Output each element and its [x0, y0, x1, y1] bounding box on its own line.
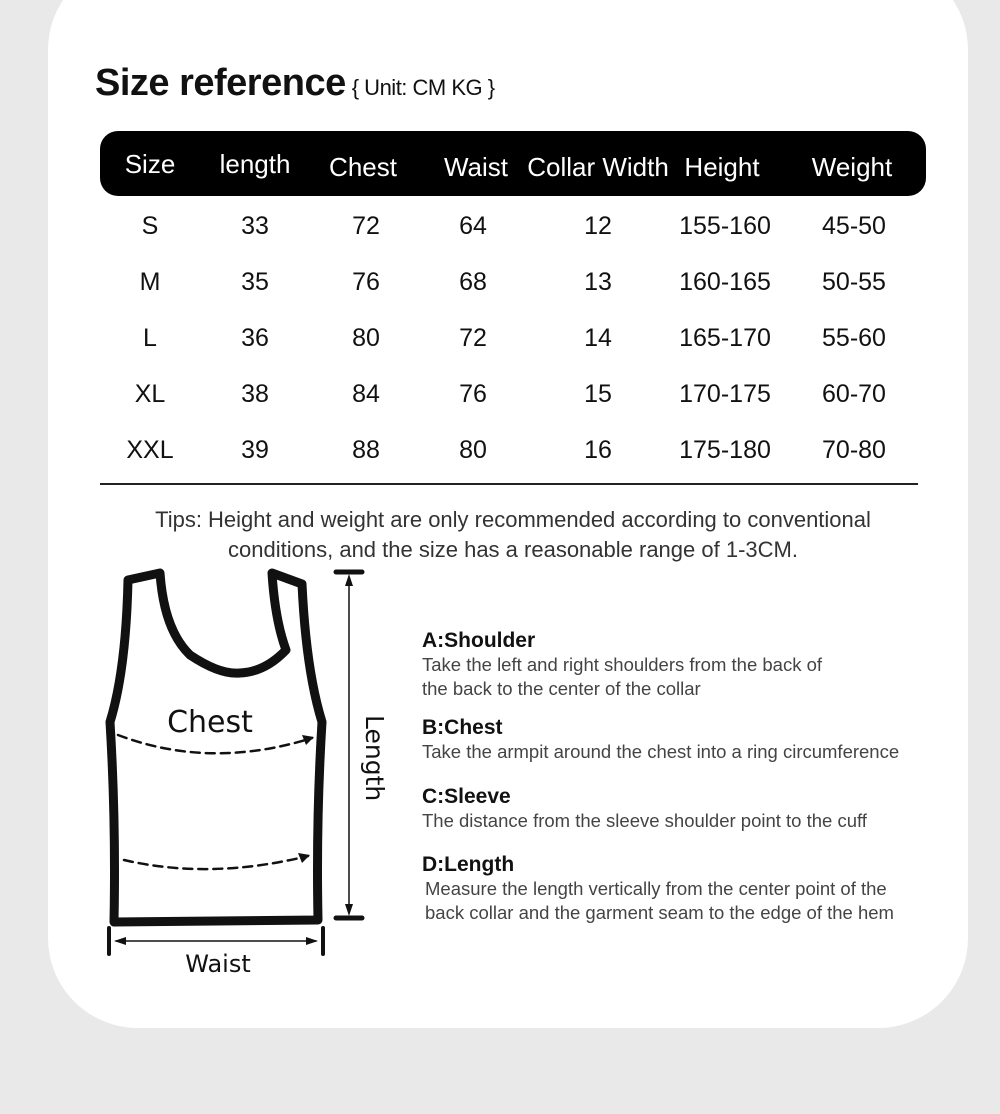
cell-weight: 50-55: [822, 268, 886, 296]
cell-length: 33: [241, 212, 269, 240]
measurement-text: The distance from the sleeve shoulder po…: [422, 810, 867, 831]
table-row: XXL 39 88 80 16 175-180 70-80: [0, 436, 1000, 476]
table-divider: [100, 483, 918, 485]
cell-size: XL: [134, 380, 166, 408]
page-title: Size reference{ Unit: CM KG }: [95, 62, 495, 105]
cell-waist: 68: [459, 268, 487, 296]
cell-chest: 72: [352, 212, 380, 240]
cell-size: L: [143, 324, 157, 352]
tank-top-outline: [105, 568, 327, 927]
cell-weight: 55-60: [822, 324, 886, 352]
header-length: length: [219, 149, 291, 179]
table-row: M 35 76 68 13 160-165 50-55: [0, 268, 1000, 308]
cell-height: 175-180: [679, 436, 771, 464]
measurement-shoulder: A:Shoulder Take the left and right shoul…: [422, 629, 822, 701]
header-waist: Waist: [443, 152, 509, 182]
cell-weight: 70-80: [822, 436, 886, 464]
measurement-heading: C:Sleeve: [422, 785, 511, 808]
cell-length: 39: [241, 436, 269, 464]
table-row: XL 38 84 76 15 170-175 60-70: [0, 380, 1000, 420]
measurement-length: D:Length Measure the length vertically f…: [422, 853, 894, 925]
cell-size: S: [141, 212, 159, 240]
cell-waist: 64: [459, 212, 487, 240]
chest-label: Chest: [167, 705, 253, 740]
tips-line: conditions, and the size has a reasonabl…: [228, 537, 798, 562]
measurement-heading: B:Chest: [422, 716, 503, 739]
cell-height: 170-175: [679, 380, 771, 408]
header-collar-width: Collar Width: [527, 152, 669, 182]
cell-length: 38: [241, 380, 269, 408]
cell-collar-width: 15: [584, 380, 612, 408]
header-chest: Chest: [329, 152, 397, 182]
cell-waist: 76: [459, 380, 487, 408]
unit-label: { Unit: CM KG }: [351, 75, 495, 100]
tips-text: Tips: Height and weight are only recomme…: [100, 505, 926, 565]
cell-chest: 76: [352, 268, 380, 296]
cell-waist: 72: [459, 324, 487, 352]
title-text: Size reference: [95, 62, 346, 104]
cell-collar-width: 16: [584, 436, 612, 464]
cell-waist: 80: [459, 436, 487, 464]
cell-collar-width: 12: [584, 212, 612, 240]
cell-size: XXL: [126, 436, 174, 464]
measurement-sleeve: C:Sleeve The distance from the sleeve sh…: [422, 785, 867, 833]
waist-dashed-line: [122, 854, 310, 871]
measurement-heading: D:Length: [422, 853, 515, 876]
header-height: Height: [684, 152, 760, 182]
cell-size: M: [139, 268, 161, 296]
measurement-text: Measure the length vertically from the c…: [425, 878, 887, 899]
header-weight: Weight: [811, 152, 893, 182]
table-row: L 36 80 72 14 165-170 55-60: [0, 324, 1000, 364]
measurement-text: the back to the center of the collar: [422, 678, 701, 699]
cell-chest: 88: [352, 436, 380, 464]
chest-dashed-line: [116, 733, 314, 755]
cell-height: 165-170: [679, 324, 771, 352]
length-label: Length: [360, 715, 389, 801]
measurement-text: back collar and the garment seam to the …: [425, 902, 894, 923]
cell-weight: 45-50: [822, 212, 886, 240]
waist-label: Waist: [185, 950, 250, 978]
cell-collar-width: 14: [584, 324, 612, 352]
tips-line: Tips: Height and weight are only recomme…: [155, 507, 871, 532]
measurement-chest: B:Chest Take the armpit around the chest…: [422, 716, 899, 764]
cell-height: 160-165: [679, 268, 771, 296]
tank-top-diagram: Chest Length Waist: [105, 568, 389, 978]
cell-length: 36: [241, 324, 269, 352]
cell-chest: 80: [352, 324, 380, 352]
cell-collar-width: 13: [584, 268, 612, 296]
measurement-text: Take the armpit around the chest into a …: [422, 741, 900, 762]
measurement-text: Take the left and right shoulders from t…: [422, 654, 823, 675]
measurement-heading: A:Shoulder: [422, 629, 536, 652]
cell-height: 155-160: [679, 212, 771, 240]
cell-weight: 60-70: [822, 380, 886, 408]
cell-length: 35: [241, 268, 269, 296]
cell-chest: 84: [352, 380, 380, 408]
header-size: Size: [124, 149, 176, 179]
table-row: S 33 72 64 12 155-160 45-50: [0, 212, 1000, 252]
table-header: Size length Chest Waist Collar Width Hei…: [100, 131, 926, 196]
